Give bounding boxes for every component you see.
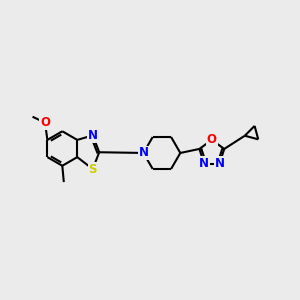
Text: N: N [88,129,98,142]
Text: N: N [214,157,224,170]
Text: N: N [199,157,209,170]
Text: O: O [40,116,50,129]
Text: N: N [139,146,148,160]
Text: O: O [207,134,217,146]
Text: S: S [88,163,97,176]
